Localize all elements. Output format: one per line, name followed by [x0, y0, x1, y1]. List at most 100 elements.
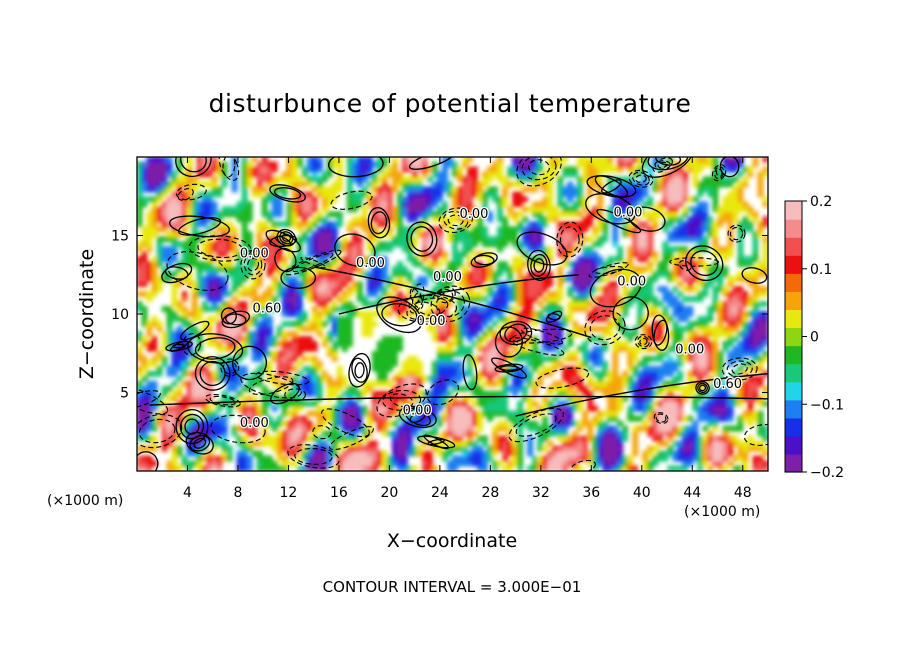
field-cell	[562, 221, 569, 228]
field-cell	[477, 390, 484, 397]
field-cell	[301, 261, 308, 268]
field-cell	[381, 420, 388, 427]
field-cell	[472, 181, 479, 188]
field-cell	[161, 400, 168, 407]
field-cell	[472, 271, 479, 278]
field-cell	[181, 340, 188, 347]
field-cell	[221, 311, 228, 317]
field-cell	[587, 271, 594, 278]
field-cell	[717, 450, 724, 457]
field-cell	[296, 465, 303, 471]
field-cell	[441, 450, 448, 457]
field-cell	[717, 306, 724, 313]
field-cell	[256, 465, 263, 471]
field-cell	[336, 365, 343, 372]
field-cell	[472, 211, 479, 218]
field-cell	[562, 450, 569, 457]
field-cell	[271, 296, 278, 303]
field-cell	[697, 405, 704, 412]
field-cell	[326, 345, 333, 352]
field-cell	[241, 191, 248, 198]
field-cell	[161, 440, 168, 447]
field-cell	[607, 425, 614, 432]
field-cell	[381, 221, 388, 228]
field-cell	[637, 375, 644, 382]
field-cell	[286, 291, 293, 298]
field-cell	[547, 400, 554, 407]
field-cell	[171, 311, 178, 317]
field-cell	[752, 286, 759, 293]
field-cell	[396, 375, 403, 382]
field-cell	[517, 226, 524, 233]
field-cell	[171, 450, 178, 457]
field-cell	[692, 425, 699, 432]
field-cell	[547, 291, 554, 298]
field-cell	[441, 296, 448, 303]
field-cell	[361, 405, 368, 412]
field-cell	[356, 191, 363, 198]
field-cell	[492, 320, 499, 327]
field-cell	[497, 261, 504, 268]
field-cell	[692, 211, 699, 218]
field-cell	[597, 425, 604, 432]
field-cell	[582, 415, 589, 422]
field-cell	[547, 196, 554, 203]
field-cell	[702, 400, 709, 407]
field-cell	[266, 350, 273, 357]
field-cell	[502, 455, 509, 462]
field-cell	[537, 355, 544, 362]
field-cell	[386, 340, 393, 347]
field-cell	[351, 241, 358, 248]
field-cell	[431, 196, 438, 203]
field-cell	[366, 445, 373, 452]
field-cell	[722, 425, 729, 432]
field-cell	[482, 206, 489, 213]
field-cell	[391, 340, 398, 347]
field-cell	[607, 311, 614, 317]
field-cell	[687, 221, 694, 228]
field-cell	[426, 191, 433, 198]
field-cell	[612, 320, 619, 327]
field-cell	[482, 360, 489, 367]
field-cell	[657, 350, 664, 357]
field-cell	[632, 385, 639, 392]
field-cell	[492, 465, 499, 471]
field-cell	[271, 251, 278, 258]
field-cell	[256, 311, 263, 317]
field-cell	[462, 405, 469, 412]
field-cell	[522, 420, 529, 427]
field-cell	[411, 450, 418, 457]
field-cell	[141, 340, 148, 347]
field-cell	[692, 345, 699, 352]
field-cell	[617, 405, 624, 412]
field-cell	[627, 355, 634, 362]
field-cell	[406, 435, 413, 442]
field-cell	[196, 365, 203, 372]
field-cell	[161, 181, 168, 188]
field-cell	[707, 226, 714, 233]
field-cell	[146, 330, 153, 337]
field-cell	[662, 211, 669, 218]
field-cell	[246, 425, 253, 432]
field-cell	[752, 335, 759, 342]
field-cell	[597, 226, 604, 233]
field-cell	[667, 236, 674, 243]
field-cell	[752, 345, 759, 352]
field-cell	[662, 440, 669, 447]
field-cell	[206, 246, 213, 253]
field-cell	[662, 400, 669, 407]
field-cell	[512, 226, 519, 233]
field-cell	[246, 410, 253, 417]
field-cell	[692, 365, 699, 372]
field-cell	[421, 450, 428, 457]
field-cell	[552, 340, 559, 347]
field-cell	[321, 261, 328, 268]
field-cell	[281, 435, 288, 442]
field-cell	[146, 395, 153, 402]
field-cell	[381, 201, 388, 208]
field-cell	[742, 390, 749, 397]
field-cell	[206, 226, 213, 233]
field-cell	[256, 241, 263, 248]
field-cell	[697, 325, 704, 332]
field-cell	[457, 385, 464, 392]
